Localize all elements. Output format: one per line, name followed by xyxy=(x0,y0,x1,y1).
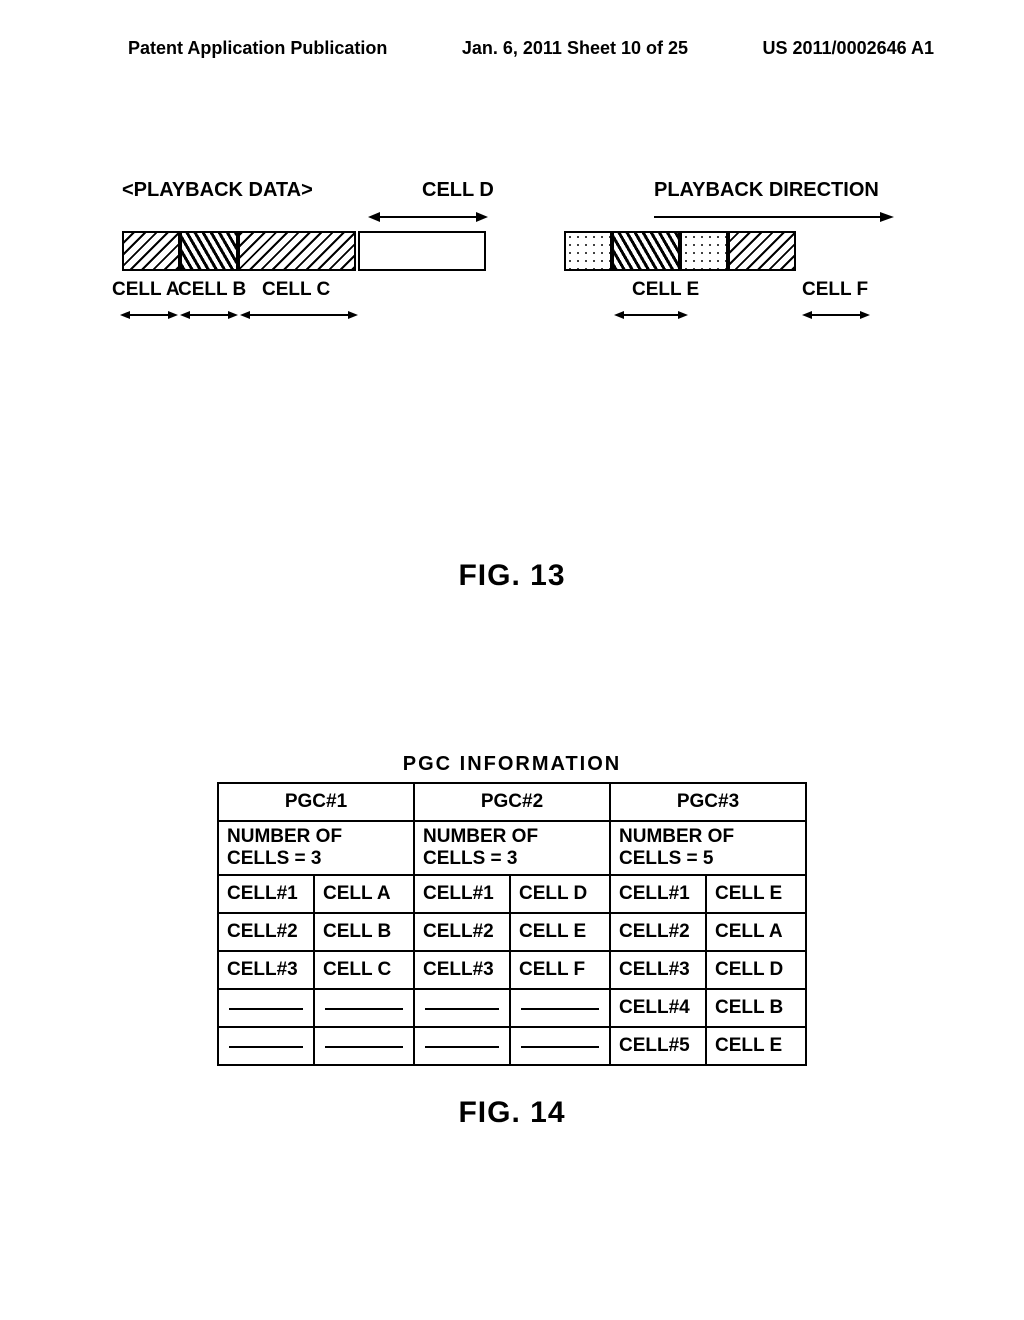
pgc-info-title: PGC INFORMATION xyxy=(0,753,1024,776)
table-row: CELL#3 CELL C CELL#3 CELL F CELL#3 CELL … xyxy=(218,951,806,989)
table-empty-cell xyxy=(314,989,414,1027)
table-cell: CELL#2 xyxy=(218,913,314,951)
table-row: CELL#2 CELL B CELL#2 CELL E CELL#2 CELL … xyxy=(218,913,806,951)
table-cell: CELL#2 xyxy=(610,913,706,951)
table-row: CELL#1 CELL A CELL#1 CELL D CELL#1 CELL … xyxy=(218,875,806,913)
cell-c-label: CELL C xyxy=(262,279,330,301)
table-cell: CELL D xyxy=(510,875,610,913)
cell-e-left-block xyxy=(564,231,612,271)
table-cell: CELL#1 xyxy=(218,875,314,913)
cell-a-block xyxy=(122,231,180,271)
pgc-table: PGC#1 PGC#2 PGC#3 NUMBER OF CELLS = 3 NU… xyxy=(217,782,807,1066)
page-header: Patent Application Publication Jan. 6, 2… xyxy=(0,0,1024,59)
table-cell: CELL#4 xyxy=(610,989,706,1027)
arrow-cell-c xyxy=(240,309,358,321)
content-area: <PLAYBACK DATA> CELL D PLAYBACK DIRECTIO… xyxy=(0,59,1024,1130)
pgc3-header: PGC#3 xyxy=(610,783,806,821)
pgc2-header: PGC#2 xyxy=(414,783,610,821)
table-cell: CELL E xyxy=(706,875,806,913)
table-empty-cell xyxy=(510,989,610,1027)
cell-b-block xyxy=(180,231,238,271)
cell-f-label: CELL F xyxy=(802,279,868,301)
table-empty-cell xyxy=(218,989,314,1027)
table-cell: CELL B xyxy=(314,913,414,951)
gap-block xyxy=(486,231,564,271)
table-cell: CELL#3 xyxy=(218,951,314,989)
fig13-diagram: <PLAYBACK DATA> CELL D PLAYBACK DIRECTIO… xyxy=(122,179,902,359)
cells-bar xyxy=(122,231,796,275)
fig13-caption: FIG. 13 xyxy=(0,559,1024,593)
table-cell: CELL D xyxy=(706,951,806,989)
header-center: Jan. 6, 2011 Sheet 10 of 25 xyxy=(462,38,688,59)
playback-data-label: <PLAYBACK DATA> xyxy=(122,179,313,202)
arrow-cell-a xyxy=(120,309,178,321)
cell-a-label: CELL A xyxy=(112,279,180,301)
table-empty-cell xyxy=(510,1027,610,1065)
cell-d-label: CELL D xyxy=(422,179,494,202)
table-header-row: PGC#1 PGC#2 PGC#3 xyxy=(218,783,806,821)
playback-direction-label: PLAYBACK DIRECTION xyxy=(654,179,879,202)
table-row: CELL#4 CELL B xyxy=(218,989,806,1027)
table-cell: CELL#1 xyxy=(610,875,706,913)
table-row: CELL#5 CELL E xyxy=(218,1027,806,1065)
table-empty-cell xyxy=(314,1027,414,1065)
pgc1-header: PGC#1 xyxy=(218,783,414,821)
arrow-playback-direction xyxy=(654,211,894,223)
table-cell: CELL#2 xyxy=(414,913,510,951)
table-cell: CELL B xyxy=(706,989,806,1027)
pgc3-numcells: NUMBER OF CELLS = 5 xyxy=(610,821,806,875)
table-cell: CELL C xyxy=(314,951,414,989)
table-cell: CELL A xyxy=(706,913,806,951)
cell-e-right-block xyxy=(680,231,728,271)
arrow-cell-b xyxy=(180,309,238,321)
cell-e-label: CELL E xyxy=(632,279,699,301)
header-right: US 2011/0002646 A1 xyxy=(763,38,934,59)
table-cell: CELL#1 xyxy=(414,875,510,913)
table-numcells-row: NUMBER OF CELLS = 3 NUMBER OF CELLS = 3 … xyxy=(218,821,806,875)
cell-c-block xyxy=(238,231,356,271)
fig14-section: PGC INFORMATION PGC#1 PGC#2 PGC#3 NUMBER… xyxy=(0,753,1024,1130)
fig13-top-labels: <PLAYBACK DATA> CELL D PLAYBACK DIRECTIO… xyxy=(122,179,902,209)
table-empty-cell xyxy=(218,1027,314,1065)
cell-f-block xyxy=(728,231,796,271)
fig14-caption: FIG. 14 xyxy=(0,1096,1024,1130)
arrow-cell-f xyxy=(802,309,870,321)
table-empty-cell xyxy=(414,989,510,1027)
cell-e-mid-block xyxy=(612,231,680,271)
cell-d-block xyxy=(358,231,486,271)
table-empty-cell xyxy=(414,1027,510,1065)
table-cell: CELL F xyxy=(510,951,610,989)
header-left: Patent Application Publication xyxy=(128,38,387,59)
table-cell: CELL A xyxy=(314,875,414,913)
cell-b-label: CELL B xyxy=(178,279,246,301)
arrow-cell-d xyxy=(368,211,488,223)
table-cell: CELL E xyxy=(706,1027,806,1065)
pgc2-numcells: NUMBER OF CELLS = 3 xyxy=(414,821,610,875)
table-cell: CELL#5 xyxy=(610,1027,706,1065)
table-cell: CELL#3 xyxy=(414,951,510,989)
pgc1-numcells: NUMBER OF CELLS = 3 xyxy=(218,821,414,875)
arrow-cell-e xyxy=(614,309,688,321)
table-cell: CELL#3 xyxy=(610,951,706,989)
table-cell: CELL E xyxy=(510,913,610,951)
